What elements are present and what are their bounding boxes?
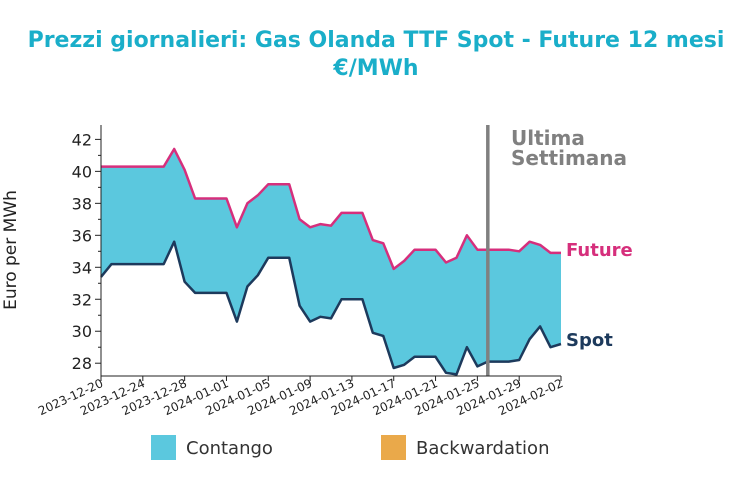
y-tick-label: 32 (72, 290, 92, 309)
legend-label-backwardation: Backwardation (416, 438, 549, 459)
y-tick-label: 36 (72, 226, 92, 245)
annotation-line-1: Ultima (511, 126, 585, 150)
spot-series-line (100, 240, 562, 376)
legend-label-contango: Contango (186, 438, 273, 459)
y-axis: 28 30 32 34 36 38 40 42 (72, 125, 102, 376)
spot-series-label: Spot (566, 330, 613, 351)
future-series-line (101, 147, 561, 271)
plot-area (100, 125, 562, 376)
y-tick-label: 40 (72, 162, 92, 181)
future-series-label: Future (566, 240, 633, 261)
chart-title-unit: €/MWh (332, 56, 418, 81)
y-tick-label: 38 (72, 194, 92, 213)
legend: Contango Backwardation (151, 435, 549, 460)
y-tick-label: 34 (72, 258, 92, 277)
y-tick-label: 30 (72, 322, 92, 341)
y-tick-label: 42 (72, 130, 92, 149)
legend-swatch-contango (151, 435, 176, 460)
annotation-line-2: Settimana (511, 146, 627, 170)
y-tick-label: 28 (72, 354, 92, 373)
chart-title: Prezzi giornalieri: Gas Olanda TTF Spot … (28, 28, 725, 53)
legend-swatch-backwardation (381, 435, 406, 460)
contango-area (101, 149, 561, 375)
x-axis: 2023-12-202023-12-242023-12-282024-01-01… (36, 375, 565, 418)
y-axis-label: Euro per MWh (1, 190, 21, 310)
